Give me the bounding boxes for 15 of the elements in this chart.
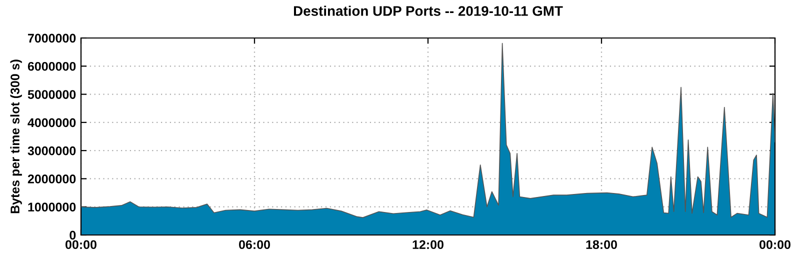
y-tick-label: 2000000	[28, 174, 76, 184]
y-tick-label: 6000000	[28, 62, 76, 71]
y-tick-label: 5000000	[28, 90, 76, 99]
y-tick-label: 3000000	[28, 146, 76, 156]
y-axis-title: Bytes per time slot (300 s)	[10, 60, 22, 214]
y-tick-label: 0	[70, 230, 76, 240]
x-tick-label: 00:00	[760, 240, 790, 250]
y-tick-label: 4000000	[28, 118, 76, 128]
x-tick-label: 12:00	[412, 240, 444, 250]
x-tick-label: 00:00	[66, 240, 96, 250]
y-tick-label: 7000000	[28, 34, 76, 43]
chart-title: Destination UDP Ports -- 2019-10-11 GMT	[294, 6, 563, 16]
x-tick-label: 06:00	[239, 240, 270, 250]
x-tick-label: 18:00	[586, 240, 617, 250]
y-tick-label: 1000000	[28, 202, 76, 212]
